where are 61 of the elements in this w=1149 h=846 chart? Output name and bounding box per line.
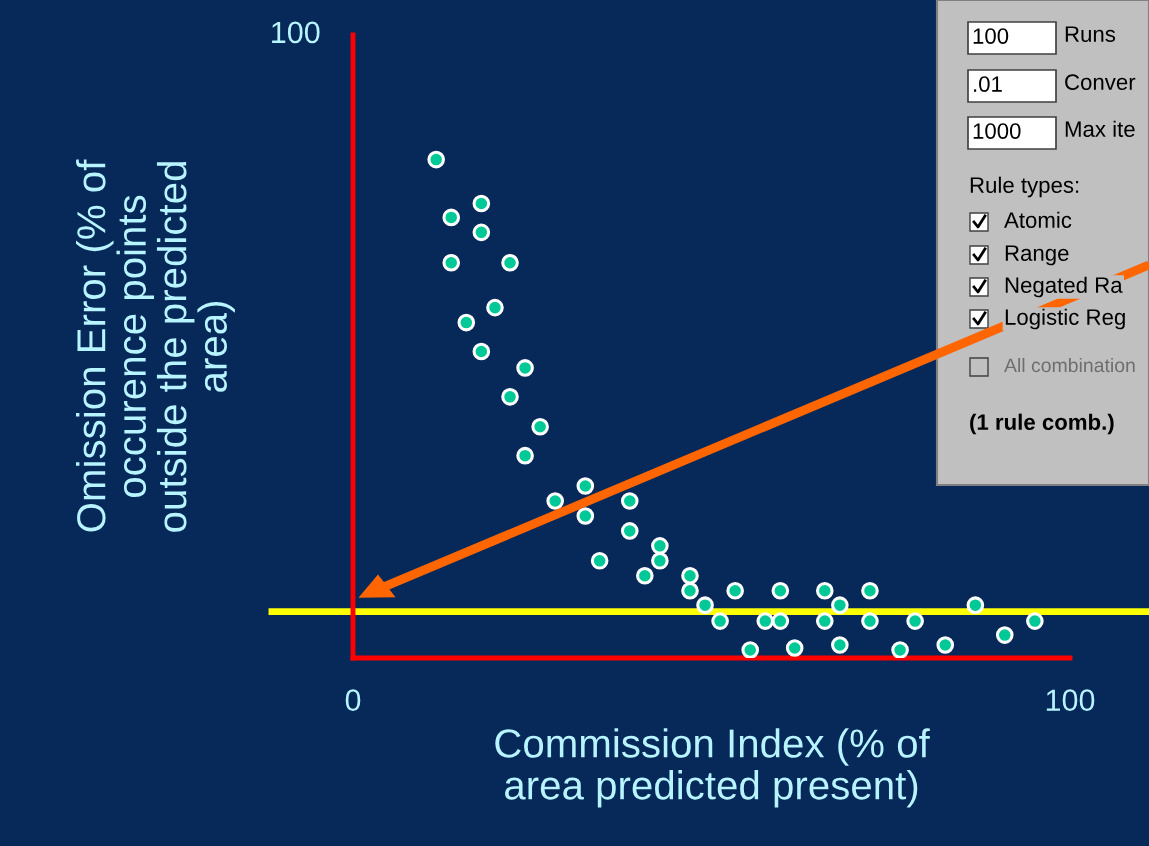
point [442,253,461,272]
point [576,477,595,495]
point [726,581,744,600]
point [741,641,760,658]
point [995,626,1014,644]
point [831,636,849,654]
text: .01 [974,76,1002,92]
point [442,208,461,227]
point [501,253,519,272]
point [771,612,790,630]
point [516,446,534,465]
point [620,492,639,510]
point [711,612,729,630]
point [815,581,834,600]
x-axis-title: Commission Index (% of area predicted present) [495,728,930,808]
point [1026,612,1044,630]
point [681,566,699,585]
text: Runs [1065,26,1116,42]
point [576,507,595,525]
point [546,492,565,510]
annotation: Range [1005,245,1069,266]
text: Max ite [1065,120,1135,137]
point [590,552,609,570]
x-tick-label: 0 [345,689,361,711]
point [457,313,476,332]
point [651,552,669,570]
point [771,581,790,600]
annotation: Logistic Reg [1005,308,1125,330]
annotation: (1 rule comb.) [970,413,1114,435]
point [756,612,775,630]
point [620,522,639,540]
annotation: Negated Ra [1005,276,1123,298]
point [696,596,714,614]
text: 100 [973,28,1009,44]
text: 100 [272,21,320,44]
text: 1000 [973,123,1021,139]
y-axis-title: Omission Error (% of occurence points outside the predicted area) [76,159,235,532]
point [531,417,549,436]
point [472,223,491,242]
point [861,581,879,600]
point [785,639,804,657]
point [472,194,491,213]
point [636,566,654,585]
point [936,636,955,654]
point [861,612,879,630]
point [681,581,699,600]
point [831,596,849,614]
annotation: Atomic [1004,211,1072,228]
point [516,359,534,377]
point [906,612,924,630]
point [486,298,504,317]
point [815,612,834,630]
text: Conver [1065,74,1136,90]
point [472,342,491,361]
point [501,388,519,406]
point [891,641,909,658]
point [966,596,985,614]
annotation: All combination [1004,357,1135,373]
point [427,150,445,169]
point [651,537,669,555]
annotation: Rule types: [970,176,1079,198]
